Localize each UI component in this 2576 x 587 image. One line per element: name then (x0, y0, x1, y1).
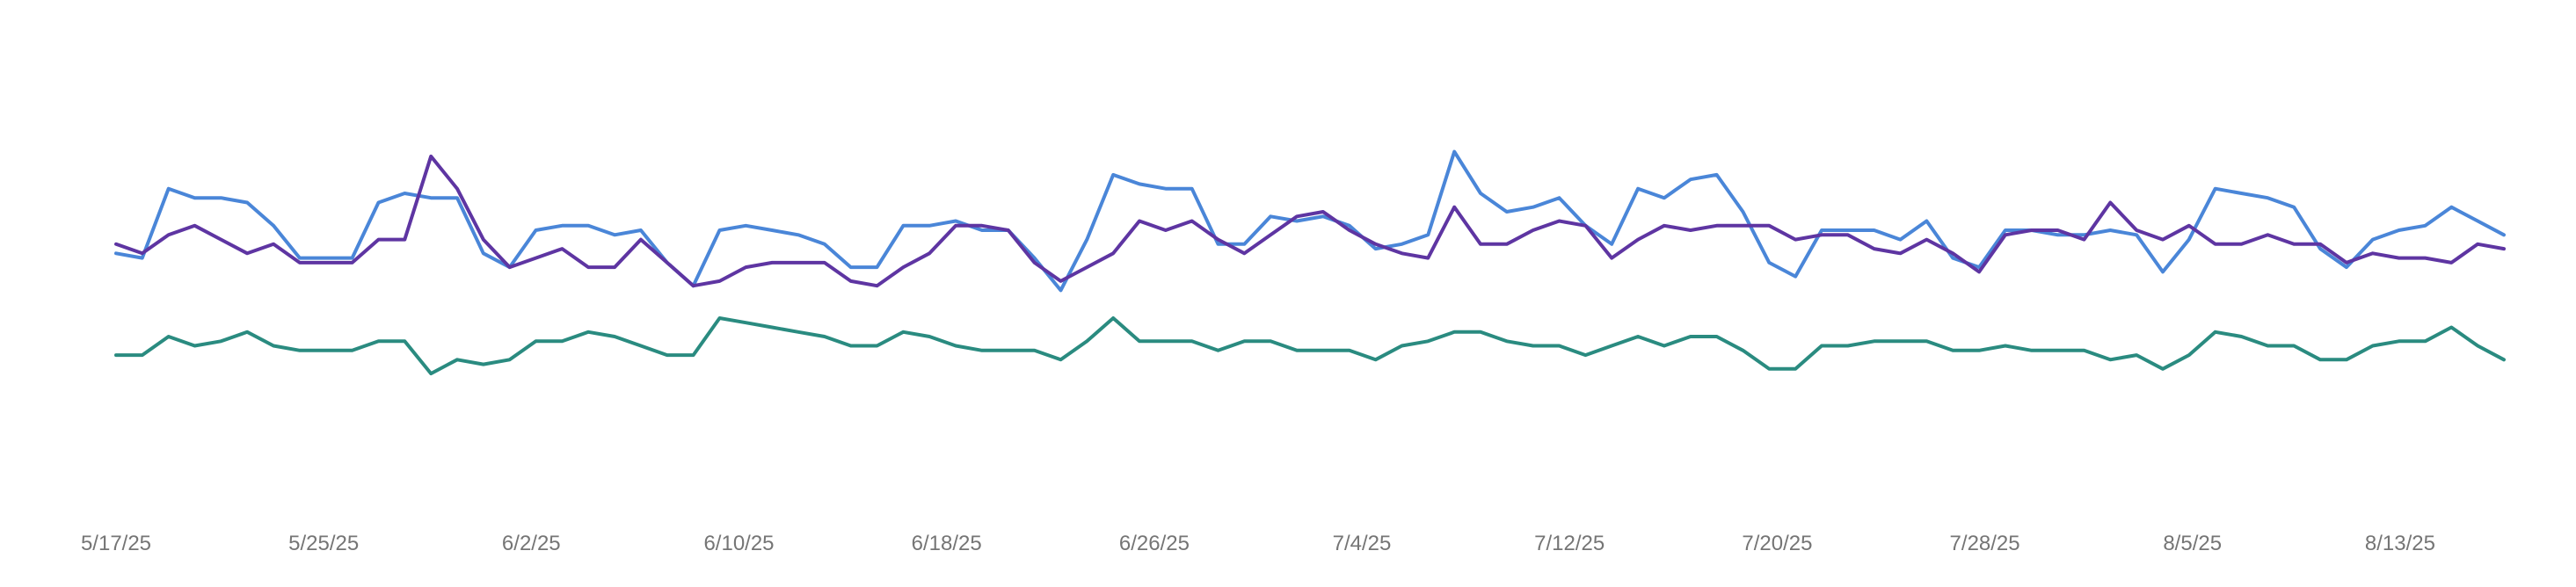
x-tick-label: 7/12/25 (1534, 532, 1605, 555)
series-line-3 (114, 316, 2506, 376)
series-line-1 (114, 149, 2506, 293)
x-tick-label: 7/20/25 (1742, 532, 1812, 555)
x-axis: 5/17/25 5/25/25 6/2/25 6/10/25 6/18/25 6/26/2… (81, 532, 2435, 555)
x-tick-label: 7/4/25 (1333, 532, 1392, 555)
x-tick-label: 6/18/25 (912, 532, 982, 555)
x-tick-label: 6/2/25 (502, 532, 561, 555)
x-tick-label: 5/17/25 (81, 532, 151, 555)
x-tick-label: 6/26/25 (1119, 532, 1190, 555)
x-tick-label: 5/25/25 (288, 532, 359, 555)
x-tick-label: 7/28/25 (1950, 532, 2020, 555)
series-line-2 (114, 154, 2506, 288)
x-tick-label: 6/10/25 (703, 532, 774, 555)
x-tick-label: 8/5/25 (2163, 532, 2222, 555)
series-layer (114, 149, 2506, 376)
x-tick-label: 8/13/25 (2365, 532, 2435, 555)
